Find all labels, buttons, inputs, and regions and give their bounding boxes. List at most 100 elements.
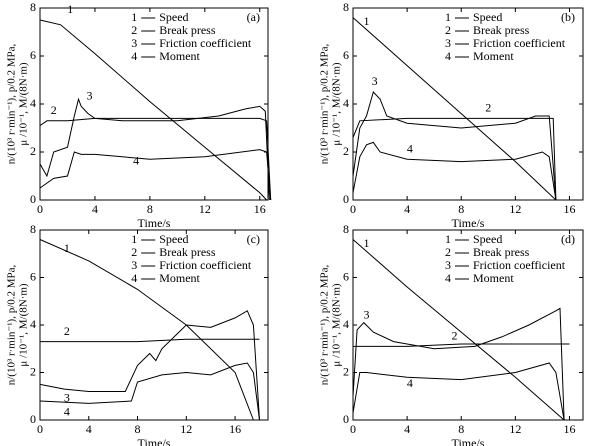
x-tick-label: 4 xyxy=(92,202,98,216)
series-line xyxy=(352,362,565,421)
legend-label: Speed xyxy=(159,10,188,24)
curve-number: 4 xyxy=(133,153,139,167)
x-axis-label: Time/s xyxy=(452,436,485,446)
series-line xyxy=(39,97,270,201)
curve-number: 2 xyxy=(64,324,70,338)
legend-number: 3 xyxy=(131,258,137,272)
series-line xyxy=(352,91,557,201)
y-tick-label: 2 xyxy=(30,364,36,378)
y-tick-label: 8 xyxy=(30,222,36,236)
series-line xyxy=(352,17,557,201)
legend-number: 2 xyxy=(445,23,451,37)
legend-label: Speed xyxy=(159,232,188,246)
curve-number: 1 xyxy=(64,241,70,255)
legend-number: 1 xyxy=(445,10,451,24)
y-tick-label: 6 xyxy=(30,269,36,283)
series-line xyxy=(353,343,570,347)
x-tick-label: 4 xyxy=(404,422,410,436)
x-tick-label: 12 xyxy=(509,202,521,216)
series-line xyxy=(352,307,565,421)
curve-number: 4 xyxy=(64,405,70,419)
y-tick-label: 2 xyxy=(30,144,36,158)
curve-number: 1 xyxy=(364,236,370,250)
curve-number: 2 xyxy=(485,101,491,115)
curve-number: 1 xyxy=(67,2,73,16)
legend-number: 2 xyxy=(445,245,451,259)
legend-label: Friction coefficient xyxy=(473,36,566,50)
legend-number: 1 xyxy=(131,232,137,246)
legend-number: 4 xyxy=(131,271,137,285)
series-line xyxy=(39,362,260,421)
x-axis-label: Time/s xyxy=(138,436,171,446)
legend-label: Speed xyxy=(473,10,502,24)
x-tick-label: 8 xyxy=(458,422,464,436)
x-tick-label: 16 xyxy=(563,422,575,436)
legend-number: 3 xyxy=(445,36,451,50)
legend-number: 1 xyxy=(445,232,451,246)
x-axis-label: Time/s xyxy=(452,216,485,230)
panel-label: (b) xyxy=(561,10,575,24)
x-axis-label: Time/s xyxy=(138,216,171,230)
y-tick-label: 6 xyxy=(343,269,349,283)
x-tick-label: 0 xyxy=(37,422,43,436)
y-axis-label: n/(10³ r·min⁻¹), p/0.2 MPa, xyxy=(319,43,331,164)
legend-number: 3 xyxy=(445,258,451,272)
series-line xyxy=(40,338,260,343)
x-tick-label: 0 xyxy=(350,202,356,216)
legend-number: 1 xyxy=(131,10,137,24)
y-tick-label: 0 xyxy=(30,192,36,206)
legend-number: 4 xyxy=(445,271,451,285)
y-axis-label: n/(10³ r·min⁻¹), p/0.2 MPa, xyxy=(6,43,18,164)
legend-label: Moment xyxy=(159,271,200,285)
y-axis-label: μ /10⁻¹, M/(8N·m) xyxy=(331,62,343,145)
legend-label: Speed xyxy=(473,232,502,246)
legend-label: Break press xyxy=(473,23,530,37)
legend-label: Friction coefficient xyxy=(473,258,566,272)
panel-label: (d) xyxy=(561,232,575,246)
x-tick-label: 12 xyxy=(509,422,521,436)
series-line xyxy=(39,117,272,201)
legend-number: 4 xyxy=(131,49,137,63)
y-tick-label: 2 xyxy=(343,364,349,378)
x-tick-label: 12 xyxy=(199,202,211,216)
y-tick-label: 0 xyxy=(343,412,349,426)
curve-number: 4 xyxy=(407,141,413,155)
y-axis-label: μ /10⁻¹, M/(8N·m) xyxy=(18,283,30,366)
legend-number: 2 xyxy=(131,245,137,259)
series-line xyxy=(39,19,267,201)
x-tick-label: 4 xyxy=(86,422,92,436)
legend-label: Friction coefficient xyxy=(159,258,252,272)
y-tick-label: 8 xyxy=(343,0,349,14)
x-tick-label: 4 xyxy=(404,202,410,216)
series-line xyxy=(39,239,254,421)
y-axis-label: μ /10⁻¹, M/(8N·m) xyxy=(331,283,343,366)
curve-number: 1 xyxy=(364,14,370,28)
legend-number: 4 xyxy=(445,49,451,63)
x-tick-label: 8 xyxy=(458,202,464,216)
series-line xyxy=(352,141,557,201)
y-tick-label: 0 xyxy=(30,412,36,426)
series-line xyxy=(352,239,565,421)
curve-number: 3 xyxy=(86,89,92,103)
legend-number: 3 xyxy=(131,36,137,50)
curve-number: 3 xyxy=(364,307,370,321)
legend-label: Break press xyxy=(159,23,216,37)
legend-label: Friction coefficient xyxy=(159,36,252,50)
y-tick-label: 8 xyxy=(30,0,36,14)
x-tick-label: 0 xyxy=(350,422,356,436)
curve-number: 3 xyxy=(64,390,70,404)
y-tick-label: 6 xyxy=(343,48,349,62)
y-tick-label: 4 xyxy=(30,96,36,110)
y-tick-label: 4 xyxy=(343,96,349,110)
series-line xyxy=(39,310,260,421)
curve-number: 4 xyxy=(407,376,413,390)
series-line xyxy=(39,149,272,201)
y-tick-label: 8 xyxy=(343,222,349,236)
curve-number: 2 xyxy=(451,329,457,343)
y-tick-label: 4 xyxy=(30,317,36,331)
x-tick-label: 12 xyxy=(180,422,192,436)
